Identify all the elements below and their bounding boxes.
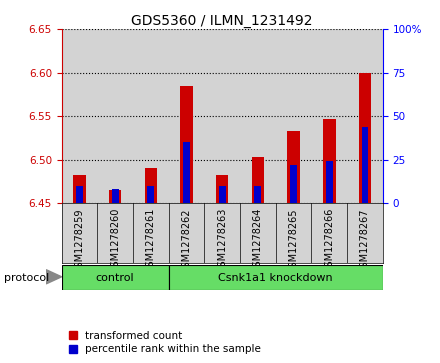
Text: GSM1278263: GSM1278263	[217, 208, 227, 273]
Bar	[76, 186, 83, 203]
Bar	[204, 29, 240, 203]
Bar	[326, 162, 333, 203]
Bar	[169, 29, 204, 203]
Text: GSM1278267: GSM1278267	[360, 208, 370, 274]
Text: control: control	[96, 273, 135, 283]
Bar	[62, 29, 97, 203]
Bar	[112, 189, 118, 203]
Bar	[145, 168, 157, 203]
Text: GSM1278264: GSM1278264	[253, 208, 263, 273]
Bar	[254, 186, 261, 203]
Bar	[276, 29, 312, 203]
Bar	[180, 86, 193, 203]
Polygon shape	[46, 270, 62, 284]
Bar	[109, 190, 121, 203]
Text: GSM1278259: GSM1278259	[74, 208, 84, 274]
Bar	[147, 186, 154, 203]
Legend: transformed count, percentile rank within the sample: transformed count, percentile rank withi…	[69, 331, 261, 354]
Bar	[97, 29, 133, 203]
Bar	[362, 127, 368, 203]
Bar	[219, 186, 226, 203]
Bar	[347, 29, 383, 203]
Bar	[183, 142, 190, 203]
Text: GSM1278266: GSM1278266	[324, 208, 334, 273]
Bar	[359, 73, 371, 203]
Bar	[216, 175, 228, 203]
Text: GSM1278260: GSM1278260	[110, 208, 120, 273]
Bar	[240, 29, 276, 203]
FancyBboxPatch shape	[169, 265, 383, 290]
Bar	[290, 165, 297, 203]
Text: protocol: protocol	[4, 273, 50, 283]
Text: Csnk1a1 knockdown: Csnk1a1 knockdown	[218, 273, 333, 283]
Text: GSM1278262: GSM1278262	[182, 208, 191, 274]
Bar	[73, 175, 86, 203]
Bar	[323, 119, 336, 203]
Title: GDS5360 / ILMN_1231492: GDS5360 / ILMN_1231492	[132, 14, 313, 28]
Bar	[252, 157, 264, 203]
Bar	[133, 29, 169, 203]
FancyBboxPatch shape	[62, 265, 169, 290]
Bar	[287, 131, 300, 203]
Bar	[312, 29, 347, 203]
Text: GSM1278261: GSM1278261	[146, 208, 156, 273]
Text: GSM1278265: GSM1278265	[289, 208, 299, 274]
